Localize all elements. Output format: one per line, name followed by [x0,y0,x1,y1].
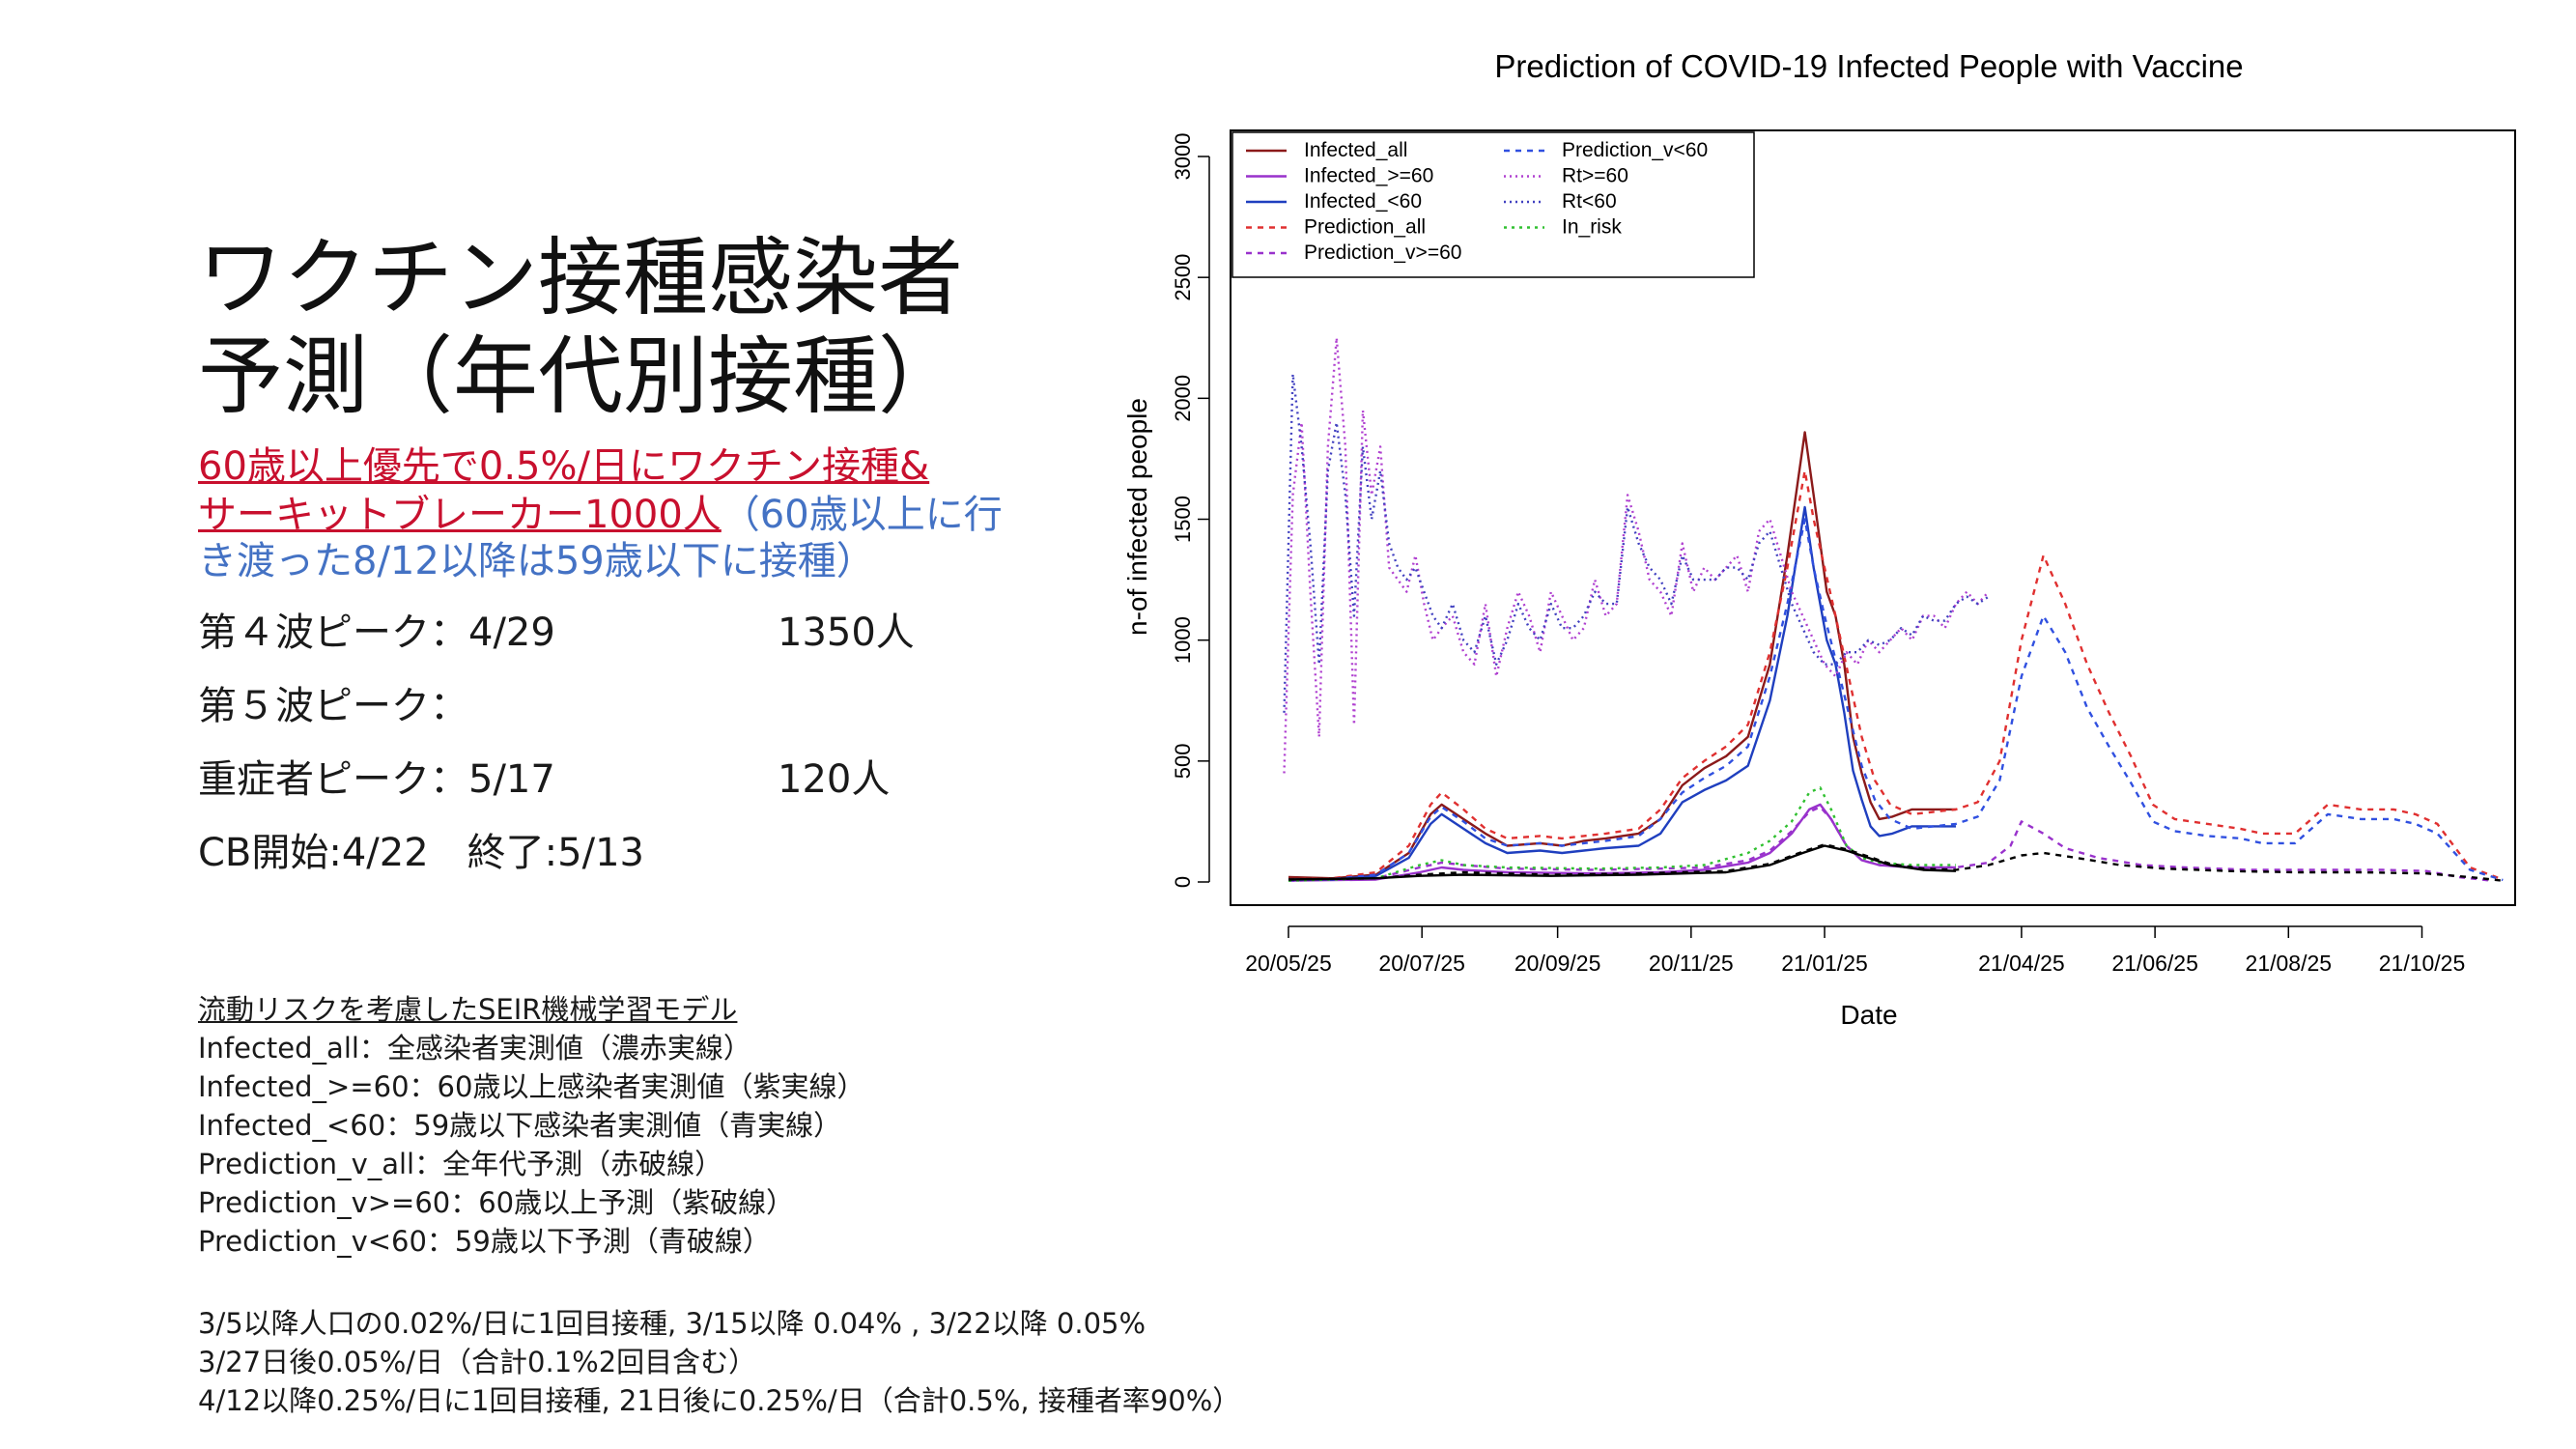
legend-label-1: Infected_>=60 [1304,165,1433,187]
legend-label-4: Prediction_v>=60 [1304,242,1461,264]
page-title-line2: 予測（年代別接種） [198,327,964,426]
series-line-0 [1288,431,1956,880]
x-tick-label-5: 21/04/25 [1978,951,2065,976]
note-5: Prediction_v<60：59歳以下予測（青破線） [198,1225,771,1258]
series-line-6 [1283,336,1990,774]
note-4: Prediction_v>=60：60歳以上予測（紫破線） [198,1186,795,1219]
x-tick-label-6: 21/06/25 [2111,951,2198,976]
stat-label-3: CB開始:4/22 終了:5/13 [198,831,644,875]
y-tick-label-6: 3000 [1171,133,1195,181]
vaccine-note-0: 3/5以降人口の0.02%/日に1回目接種, 3/15以降 0.04% , 3/… [198,1307,1146,1340]
y-tick-label-2: 1000 [1171,616,1195,664]
stat-label-2: 重症者ピーク：5/17 [198,757,555,802]
series-line-10 [1288,843,2504,882]
note-3: Prediction_v_all：全年代予測（赤破線） [198,1148,723,1180]
series-line-4 [1288,806,2493,882]
legend-label-6: Rt>=60 [1562,165,1628,187]
subtitle-blue-line3: き渡った8/12以降は59歳以下に接種） [198,539,875,583]
y-tick-label-5: 2500 [1171,254,1195,301]
vaccine-note-2: 4/12以降0.25%/日に1回目接種, 21日後に0.25%/日（合計0.5%… [198,1384,1241,1417]
legend-label-8: In_risk [1562,216,1622,239]
stat-value-0: 1350人 [778,611,915,655]
series-line-7 [1283,373,1990,713]
subtitle-red-line2: サーキットブレーカー1000人 [198,493,722,537]
x-tick-label-2: 20/09/25 [1514,951,1601,976]
subtitle-red-line1: 60歳以上優先で0.5%/日にワクチン接種& [198,444,930,489]
subtitle-blue-line2: （60歳以上に行 [721,493,1003,537]
series-layer [1283,336,2504,882]
legend-label-5: Prediction_v<60 [1562,139,1708,161]
y-axis-label: n-of infected people [1122,398,1152,636]
y-axis: 0 500 1000 1500 2000 2500 3000 [1171,133,1210,888]
x-tick-label-4: 21/01/25 [1781,951,1868,976]
stat-label-1: 第５波ピーク： [198,684,468,728]
notes-heading: 流動リスクを考慮したSEIR機械学習モデル [198,993,738,1026]
legend-box [1231,131,1755,278]
series-line-5 [1288,518,2504,882]
legend-label-0: Infected_all [1304,139,1407,161]
legend-label-2: Infected_<60 [1304,190,1422,213]
page-title-line1: ワクチン接種感染者 [198,228,964,327]
y-tick-label-4: 2000 [1171,375,1195,422]
legend-label-3: Prediction_all [1304,216,1426,239]
x-axis: 20/05/25 20/07/25 20/09/25 20/11/25 21/01/25… [1245,925,2466,976]
subtitle-line2: サーキットブレーカー1000人（60歳以上に行 [198,491,1003,539]
chart: Prediction of COVID-19 Infected People w… [1122,48,2516,1030]
x-tick-label-8: 21/10/25 [2379,951,2466,976]
stat-value-2: 120人 [778,757,891,802]
subtitle-line1: 60歳以上優先で0.5%/日にワクチン接種& [198,442,929,491]
note-0: Infected_all：全感染者実測値（濃赤実線） [198,1032,751,1065]
legend-label-7: Rt<60 [1562,190,1617,213]
chart-title: Prediction of COVID-19 Infected People w… [1494,48,2243,84]
y-tick-label-3: 1500 [1171,496,1195,543]
series-line-2 [1288,505,1956,881]
y-tick-label-0: 0 [1171,876,1195,888]
x-axis-label: Date [1840,1000,1897,1030]
x-tick-label-0: 20/05/25 [1245,951,1332,976]
vaccine-note-1: 3/27日後0.05%/日（合計0.1%2回目含む） [198,1346,757,1378]
note-2: Infected_<60：59歳以下感染者実測値（青実線） [198,1109,842,1142]
y-tick-label-1: 500 [1171,743,1195,779]
x-tick-label-1: 20/07/25 [1378,951,1465,976]
stat-label-0: 第４波ピーク：4/29 [198,611,555,655]
x-tick-label-3: 20/11/25 [1649,951,1734,976]
legend: Infected_all Infected_>=60 Infected_<60 Pre… [1231,131,1755,278]
note-1: Infected_>=60：60歳以上感染者実測値（紫実線） [198,1070,865,1103]
plot-area [1230,129,2516,906]
series-line-3 [1288,469,2504,881]
x-tick-label-7: 21/08/25 [2246,951,2333,976]
series-line-9 [1288,844,1957,881]
